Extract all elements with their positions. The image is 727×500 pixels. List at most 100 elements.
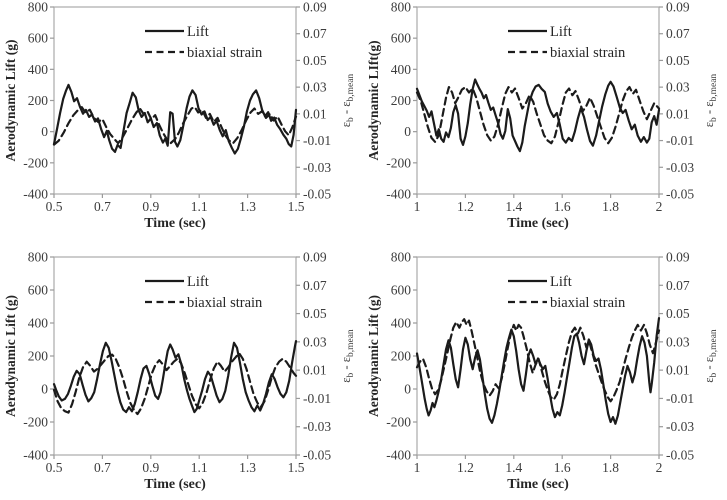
y-right-tick-label: -0.01: [666, 391, 694, 406]
y-left-tick-label: 800: [391, 250, 412, 265]
y-right-tick-label: 0.05: [303, 53, 327, 68]
x-tick-label: 1: [414, 460, 421, 475]
x-tick-label: 1.4: [505, 199, 522, 214]
x-tick-label: 1.6: [554, 199, 571, 214]
y-left-axis-title: Aerodynamic Lift (g): [3, 40, 18, 162]
x-tick-label: 1.1: [191, 199, 208, 214]
y-left-tick-label: 200: [391, 93, 412, 108]
chart-bottom-left-svg: 800 600 400 200 0 -200 -400 0.09 0.07 0.05 0.03 0.0…: [3, 250, 356, 492]
x-tick-label: 0.5: [46, 460, 63, 475]
legend-label: biaxial strain: [187, 295, 263, 311]
y-left-tick-label: 600: [28, 31, 49, 46]
lift-line: [52, 339, 298, 414]
y-right-tick-label: 0.03: [303, 334, 327, 349]
y-left-tick-label: 600: [391, 31, 412, 46]
y-left-tick-label: 800: [28, 250, 49, 265]
x-tick-label: 1.5: [288, 199, 305, 214]
x-tick-label: 1.3: [239, 460, 256, 475]
y-left-tick-label: -200: [23, 415, 48, 430]
chart-top-right: 800 600 400 200 0 -200 -400 0.09 0.07 0.05 0.03 0.0…: [363, 0, 727, 250]
x-axis-title: Time (sec): [144, 477, 206, 492]
y-right-tick-label: -0.05: [666, 187, 694, 202]
y-right-tick-label: -0.01: [666, 133, 694, 148]
x-tick-label: 0.9: [142, 460, 159, 475]
y-left-tick-label: 0: [41, 382, 48, 397]
y-right-tick-label: -0.05: [666, 448, 694, 463]
y-right-tick-label: 0.03: [666, 80, 690, 95]
y-right-tick-label: -0.05: [303, 448, 331, 463]
y-left-axis-title: Aerodynamic LIft(g): [366, 40, 381, 160]
y-right-axis-title: εb - εb,mean: [702, 329, 719, 383]
chart-top-left-svg: 800 600 400 200 0 -200 -400 0.09 0.07 0.05 0.03 0.0…: [3, 0, 356, 231]
y-left-tick-label: -400: [386, 187, 411, 202]
x-tick-label: 1: [414, 199, 421, 214]
chart-bottom-left: 800 600 400 200 0 -200 -400 0.09 0.07 0.05 0.03 0.0…: [0, 250, 363, 500]
y-right-tick-label: -0.05: [303, 187, 331, 202]
y-left-tick-label: -400: [386, 448, 411, 463]
y-left-axis-title: Aerodynamic Lift (g): [3, 295, 18, 417]
chart-top-left: 800 600 400 200 0 -200 -400 0.09 0.07 0.05 0.03 0.0…: [0, 0, 363, 250]
legend-label: Lift: [550, 24, 572, 40]
x-tick-label: 1.4: [505, 460, 522, 475]
y-right-tick-label: 0.03: [666, 334, 690, 349]
y-right-tick-label: 0.01: [666, 363, 690, 378]
x-tick-label: 0.5: [46, 199, 63, 214]
chart-bottom-right: 800 600 400 200 0 -200 -400 0.09 0.07 0.05 0.03 0.0…: [363, 250, 727, 500]
y-left-tick-label: 0: [404, 124, 411, 139]
y-left-tick-label: -200: [386, 415, 411, 430]
x-tick-label: 0.9: [142, 199, 159, 214]
y-right-tick-label: 0.05: [303, 306, 327, 321]
y-right-axis-title: εb - εb,mean: [702, 74, 719, 128]
lift-line: [52, 83, 298, 155]
plot-frame: [416, 256, 660, 456]
y-right-axis-title: εb - εb,mean: [339, 74, 356, 128]
x-tick-label: 2: [656, 199, 663, 214]
y-left-tick-label: 600: [28, 283, 49, 298]
y-right-tick-label: 0.09: [666, 250, 690, 265]
y-right-tick-label: -0.01: [303, 391, 331, 406]
y-right-tick-label: 0.05: [666, 306, 690, 321]
strain-line: [415, 318, 661, 403]
y-right-tick-label: 0.03: [303, 80, 327, 95]
legend-label: biaxial strain: [187, 45, 263, 61]
x-axis-title: Time (sec): [507, 477, 569, 492]
lift-line: [415, 78, 661, 153]
y-right-tick-label: 0.05: [666, 53, 690, 68]
y-right-tick-label: -0.03: [666, 160, 694, 175]
y-left-tick-label: -400: [23, 448, 48, 463]
y-left-tick-label: 0: [41, 124, 48, 139]
x-tick-label: 0.7: [94, 460, 111, 475]
y-right-tick-label: 0.09: [303, 0, 327, 15]
legend-label: biaxial strain: [550, 45, 626, 61]
y-left-tick-label: 800: [391, 0, 412, 15]
strain-line: [415, 85, 661, 145]
y-right-tick-label: 0.09: [303, 250, 327, 265]
y-left-tick-label: -200: [386, 155, 411, 170]
y-right-tick-label: -0.01: [303, 133, 331, 148]
strain-line: [52, 106, 298, 146]
y-left-tick-label: 400: [391, 62, 412, 77]
y-left-axis-title: Aerodynamic Lift (g): [366, 295, 381, 417]
y-left-tick-label: 400: [28, 62, 49, 77]
x-tick-label: 1.5: [288, 460, 305, 475]
y-left-tick-label: -400: [23, 187, 48, 202]
y-left-tick-label: 800: [28, 0, 49, 15]
y-right-tick-label: -0.03: [666, 419, 694, 434]
chart-top-right-svg: 800 600 400 200 0 -200 -400 0.09 0.07 0.05 0.03 0.0…: [366, 0, 719, 231]
y-right-tick-label: -0.03: [303, 419, 331, 434]
y-left-tick-label: 200: [391, 349, 412, 364]
y-right-tick-label: 0.07: [666, 26, 690, 41]
x-tick-label: 0.7: [94, 199, 111, 214]
x-tick-label: 1.3: [239, 199, 256, 214]
y-right-axis-title: εb - εb,mean: [339, 329, 356, 383]
x-tick-label: 2: [656, 460, 663, 475]
y-right-tick-label: 0.01: [666, 106, 690, 121]
chart-bottom-right-svg: 800 600 400 200 0 -200 -400 0.09 0.07 0.05 0.03 0.0…: [366, 250, 719, 492]
y-left-tick-label: 600: [391, 283, 412, 298]
y-left-tick-label: -200: [23, 155, 48, 170]
y-right-tick-label: 0.01: [303, 363, 327, 378]
x-tick-label: 1.6: [554, 460, 571, 475]
legend-label: Lift: [550, 274, 572, 290]
x-tick-label: 1.2: [457, 199, 474, 214]
